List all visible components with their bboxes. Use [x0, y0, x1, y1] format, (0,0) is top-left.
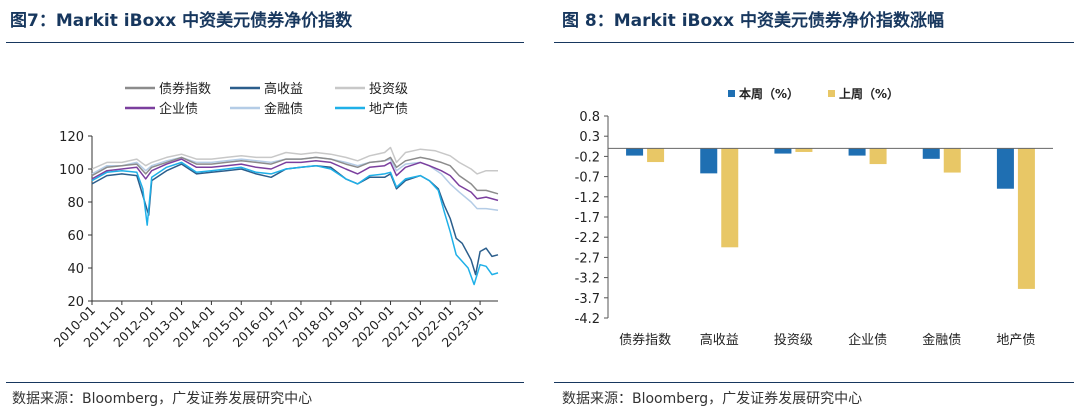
y-tick-label: 0.8	[579, 110, 600, 125]
series-line-5	[91, 156, 499, 212]
figure-7-top-rule	[6, 42, 524, 43]
legend-label: 企业债	[159, 101, 198, 117]
legend-swatch	[828, 90, 835, 97]
bar-last-week-2	[721, 148, 739, 248]
y-tick-label: -2.7	[575, 251, 600, 266]
legend-label: 金融债	[264, 101, 303, 117]
y-tick-label: -3.7	[575, 292, 600, 307]
y-tick-label: -2.2	[575, 231, 600, 246]
legend-label: 高收益	[264, 81, 303, 97]
figure-7: 图7：Markit iBoxx 中资美元债券净价指数 20 40 60 80 100 12…	[0, 0, 530, 419]
category-label: 债券指数	[619, 332, 671, 348]
series-line-3	[91, 146, 498, 175]
bar-last-week-6	[1017, 148, 1035, 289]
category-label: 企业债	[848, 332, 887, 348]
y-tick-label: 20	[67, 295, 84, 310]
category-label: 投资级	[774, 332, 813, 348]
figure-8-top-rule	[554, 42, 1074, 43]
series-line-4	[91, 158, 499, 202]
bar-this-week-1	[626, 148, 644, 156]
legend-label: 本周（%）	[739, 86, 799, 101]
series-line-1	[91, 156, 499, 195]
series-line-2	[91, 163, 499, 276]
bar-last-week-5	[943, 148, 961, 173]
y-tick-label: 0.3	[579, 130, 600, 145]
figure-8: 图 8：Markit iBoxx 中资美元债券净价指数涨幅 0.8 0.3 -0.2…	[548, 0, 1080, 419]
bar-this-week-3	[774, 148, 792, 154]
y-tick-label: -0.2	[575, 150, 600, 165]
y-tick-label: -0.7	[575, 171, 600, 186]
bar-last-week-1	[647, 148, 665, 163]
y-tick-label: -1.7	[575, 211, 600, 226]
y-tick-label: -1.2	[575, 191, 600, 206]
y-tick-label: -4.2	[575, 312, 600, 327]
y-tick-label: -3.2	[575, 272, 600, 287]
bar-last-week-3	[795, 148, 813, 152]
y-tick-label: 100	[59, 163, 84, 178]
category-label: 高收益	[700, 332, 739, 348]
category-label: 金融债	[922, 332, 961, 348]
y-tick-label: 120	[59, 130, 84, 145]
legend-label: 上周（%）	[839, 86, 899, 101]
figure-7-source: 数据来源：Bloomberg，广发证券发展研究中心	[12, 391, 313, 407]
legend-label: 债券指数	[159, 81, 211, 97]
figure-7-title: 图7：Markit iBoxx 中资美元债券净价指数	[10, 11, 353, 31]
figure-8-bottom-rule	[554, 382, 1074, 383]
legend-label: 地产债	[369, 102, 408, 117]
bar-this-week-5	[922, 148, 940, 159]
bar-this-week-6	[996, 148, 1014, 189]
index-line-chart: 204060801001202010-012011-012012-012013-…	[51, 81, 499, 350]
figure-7-bottom-rule	[6, 382, 524, 383]
bar-this-week-4	[848, 148, 866, 156]
change-bar-chart: 0.8 0.3 -0.2 -0.7 -1.2 -1.7 -2.2 -2.7 -3.2 -3.7 -4…	[575, 86, 1053, 348]
bar-last-week-4	[869, 148, 887, 165]
figure-8-source: 数据来源：Bloomberg，广发证券发展研究中心	[562, 391, 863, 407]
legend-label: 投资级	[369, 81, 408, 97]
figure-8-title: 图 8：Markit iBoxx 中资美元债券净价指数涨幅	[562, 11, 945, 31]
y-tick-label: 80	[67, 196, 84, 211]
series-line-6	[91, 161, 499, 286]
legend-swatch	[728, 90, 735, 97]
y-tick-label: 40	[67, 262, 84, 277]
bar-this-week-2	[700, 148, 718, 174]
category-label: 地产债	[996, 333, 1035, 348]
y-tick-label: 60	[67, 229, 84, 244]
